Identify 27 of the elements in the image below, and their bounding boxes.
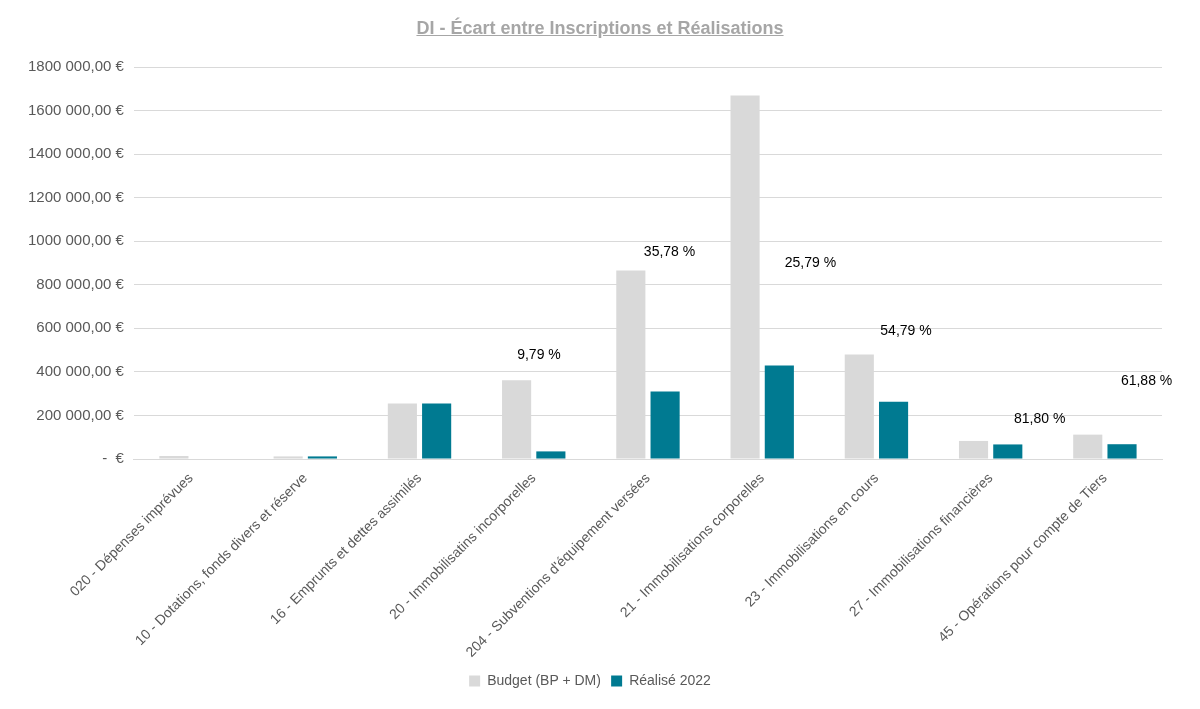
y-tick-label: 1200 000,00 € bbox=[27, 187, 125, 205]
bar bbox=[650, 391, 680, 459]
annotation: 81,80 % bbox=[1013, 409, 1066, 426]
y-tick-label: 200 000,00 € bbox=[36, 405, 125, 423]
y-tick-label: 1400 000,00 € bbox=[27, 144, 125, 162]
y-tick-label: 1800 000,00 € bbox=[27, 57, 125, 75]
bar bbox=[307, 456, 337, 459]
bar bbox=[764, 365, 794, 459]
y-tick-label: 1000 000,00 € bbox=[27, 231, 125, 249]
annotation: 35,78 % bbox=[643, 243, 696, 260]
legend-label: Réalisé 2022 bbox=[629, 671, 712, 688]
annotation: 9,79 % bbox=[517, 345, 561, 362]
legend-label: Budget (BP + DM) bbox=[487, 671, 601, 688]
bar bbox=[878, 401, 909, 459]
bar bbox=[536, 451, 566, 459]
annotation: 25,79 % bbox=[784, 253, 837, 270]
chart-title: DI - Écart entre Inscriptions et Réalisations bbox=[415, 16, 785, 40]
y-tick-label: 800 000,00 € bbox=[36, 274, 125, 292]
annotation: 61,88 % bbox=[1120, 372, 1173, 389]
bar bbox=[422, 403, 452, 459]
y-tick-label: 600 000,00 € bbox=[36, 318, 125, 336]
y-tick-label: 1600 000,00 € bbox=[27, 100, 125, 118]
y-tick-label: - € bbox=[102, 449, 125, 467]
annotation: 54,79 % bbox=[880, 322, 932, 339]
bar bbox=[993, 444, 1023, 459]
bar bbox=[1107, 444, 1137, 459]
y-tick-label: 400 000,00 € bbox=[36, 362, 125, 380]
